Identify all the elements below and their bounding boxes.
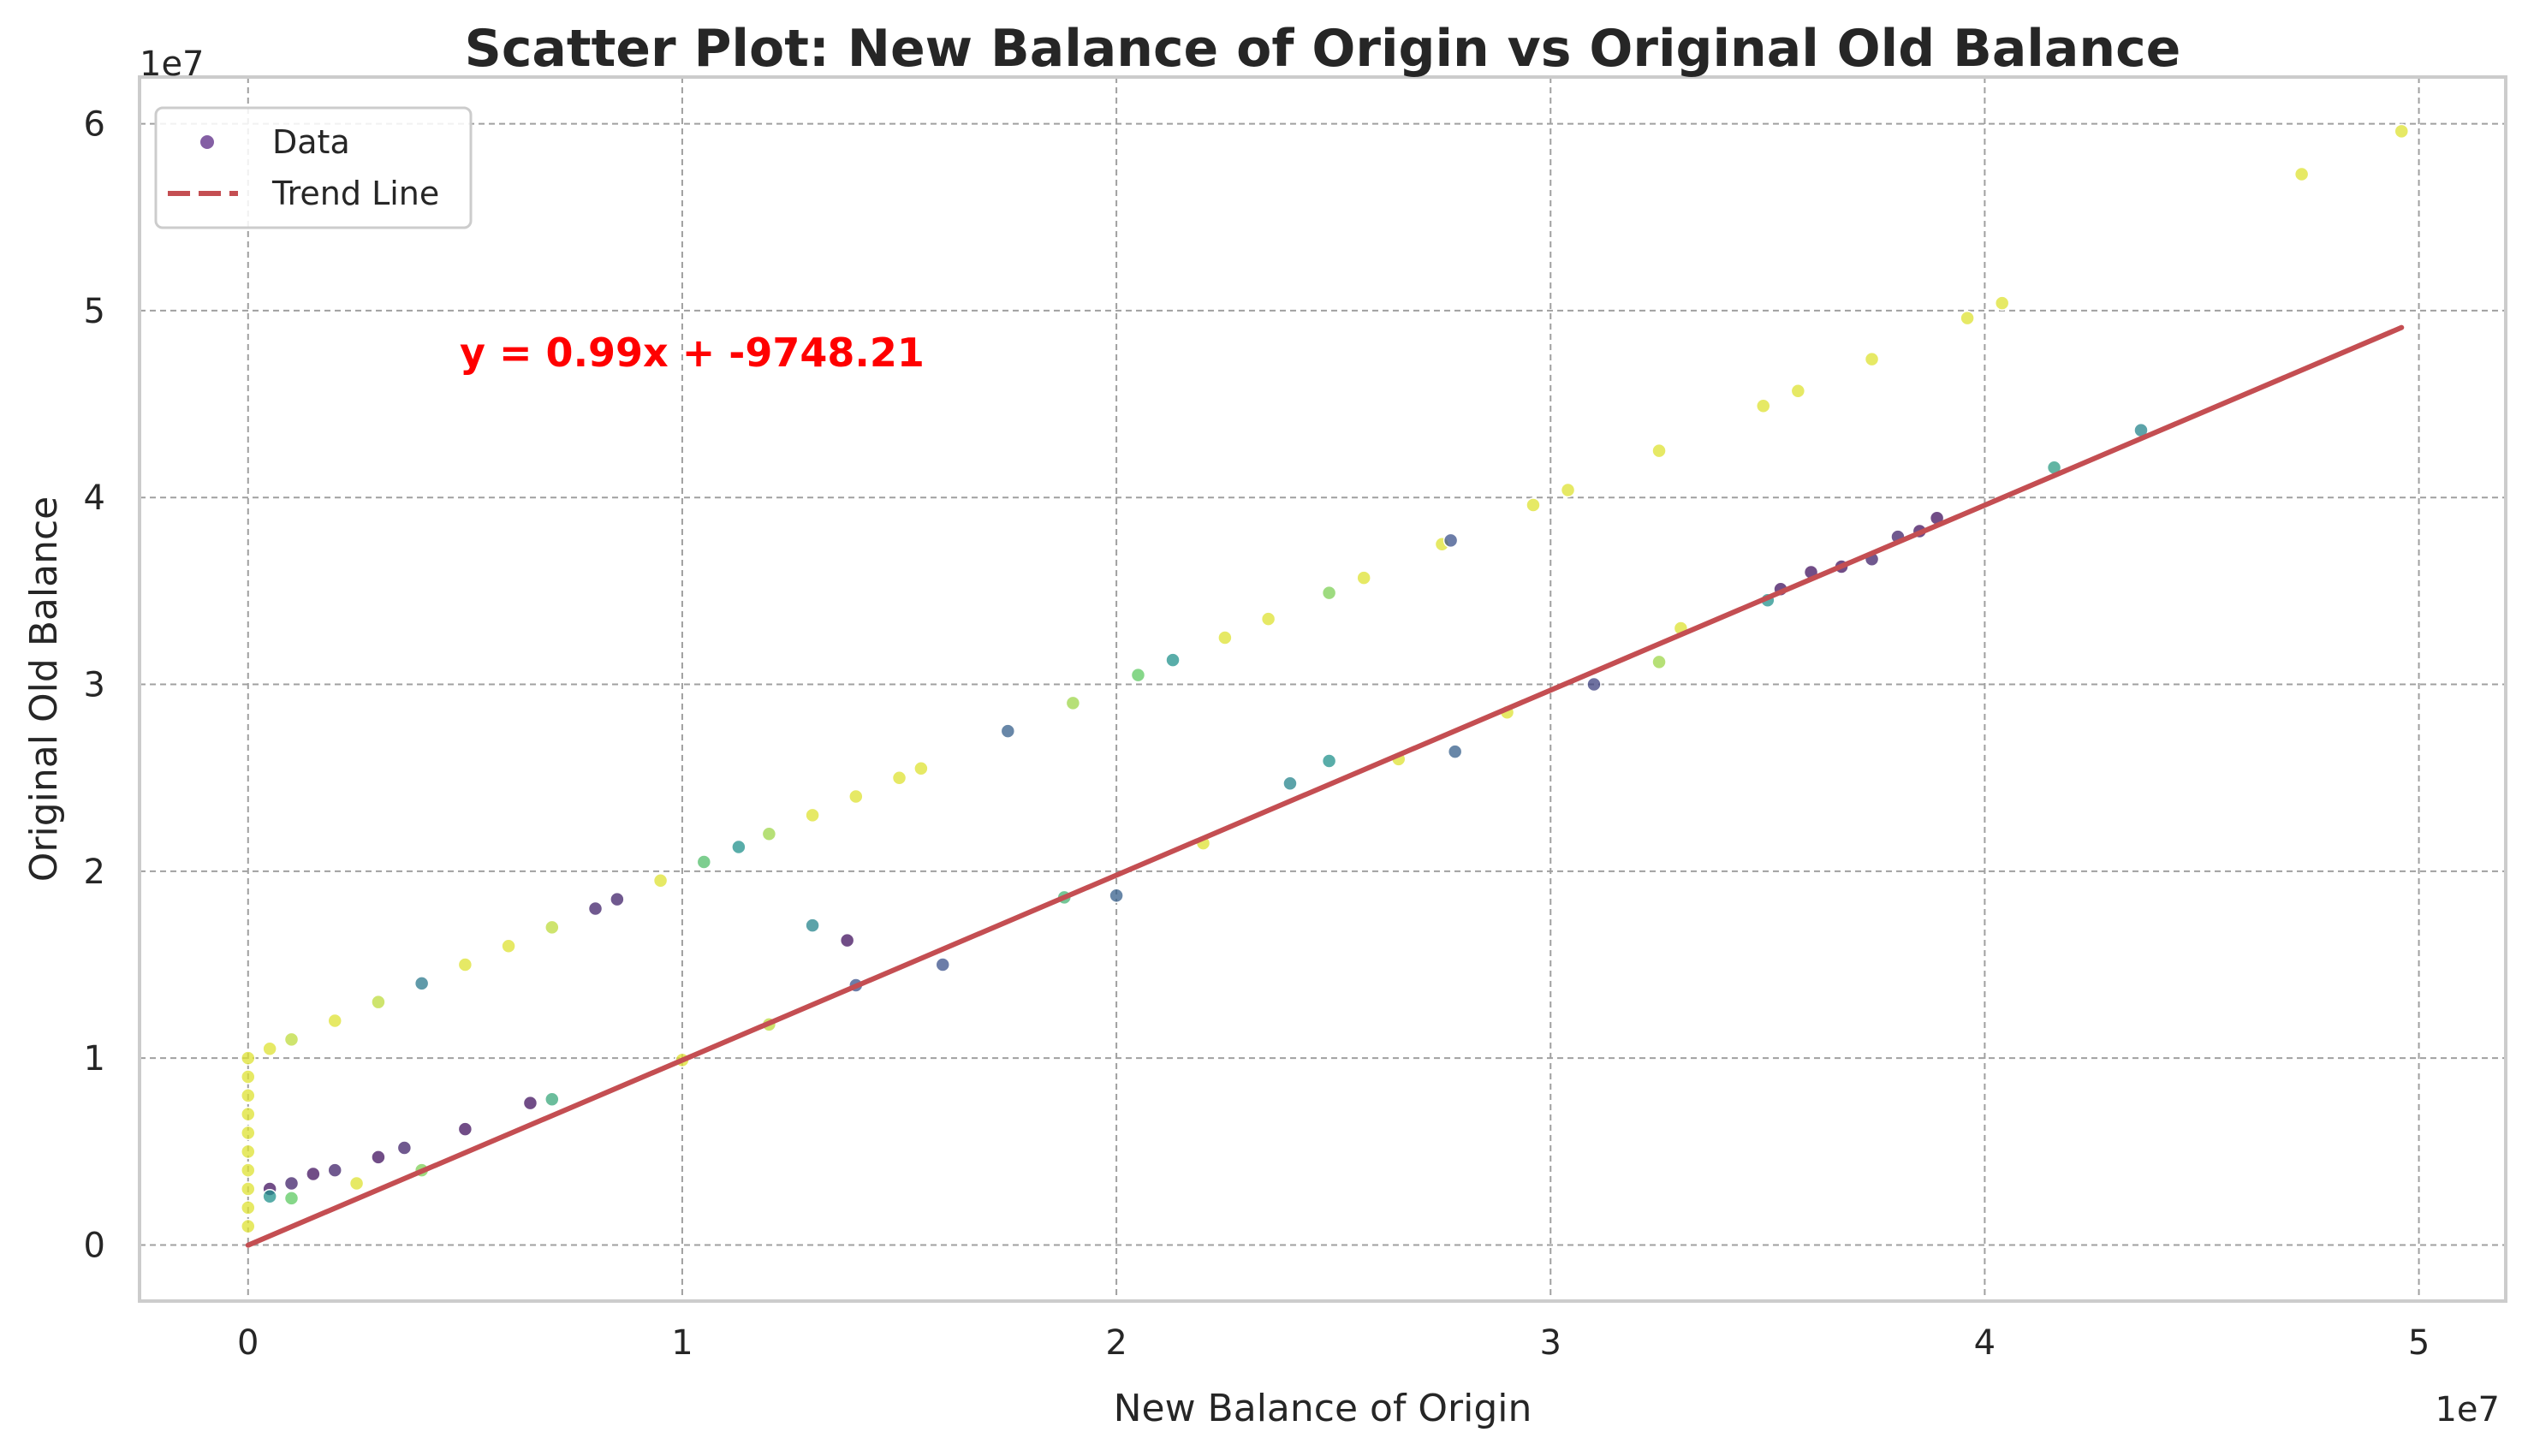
scatter-point [839, 932, 855, 948]
scatter-point [761, 826, 777, 841]
scatter-point [544, 919, 560, 936]
scatter-point [696, 854, 712, 870]
scatter-point [1994, 295, 2010, 311]
scatter-point [501, 938, 516, 954]
y-tick-label: 2 [84, 853, 105, 892]
scatter-point [1651, 654, 1667, 670]
scatter-point [731, 839, 746, 855]
scatter-point [348, 1175, 365, 1192]
scatter-point [241, 1181, 256, 1197]
scatter-point [1065, 695, 1081, 711]
scatter-point [262, 1188, 277, 1204]
scatter-point [1586, 676, 1602, 692]
x-axis-offset-label: 1e7 [2435, 1390, 2500, 1429]
scatter-point [805, 918, 820, 933]
scatter-point [1321, 585, 1337, 601]
scatter-point [1130, 667, 1146, 683]
scatter-point [241, 1106, 256, 1122]
scatter-point [1526, 497, 1541, 513]
y-tick-label: 4 [84, 478, 105, 518]
scatter-point [544, 1091, 560, 1107]
scatter-point [241, 1069, 256, 1085]
legend-data-label: Data [272, 123, 350, 161]
scatter-point [587, 900, 604, 917]
y-tick-label: 1 [84, 1039, 105, 1079]
scatter-point [241, 1088, 256, 1103]
legend: Data Trend Line [154, 106, 473, 229]
scatter-point [1282, 776, 1298, 792]
scatter-point [2394, 123, 2410, 140]
scatter-point [283, 1031, 300, 1048]
scatter-point [1960, 310, 1975, 326]
plot-frame [138, 75, 2507, 1303]
y-tick-label: 6 [84, 105, 105, 145]
scatter-point [1651, 443, 1667, 459]
scatter-point [1356, 570, 1371, 585]
scatter-point [241, 1125, 256, 1141]
scatter-point [2293, 166, 2310, 182]
scatter-point [241, 1144, 256, 1160]
legend-box [154, 106, 473, 229]
scatter-point [241, 1200, 256, 1215]
trend-line [245, 324, 2405, 1248]
scatter-point [327, 1162, 342, 1178]
scatter-point [935, 957, 950, 972]
scatter-point [1442, 532, 1459, 549]
x-tick-label: 5 [2408, 1323, 2430, 1363]
y-axis-label: Original Old Balance [22, 496, 66, 882]
x-tick-label: 0 [237, 1323, 259, 1363]
scatter-point [891, 770, 907, 786]
scatter-point [652, 873, 669, 888]
x-axis-label: New Balance of Origin [1114, 1387, 1532, 1430]
scatter-point [457, 957, 473, 972]
scatter-point [1790, 383, 1806, 399]
y-tick-label: 5 [84, 292, 105, 331]
scatter-point [371, 1150, 386, 1165]
scatter-point [327, 1013, 342, 1029]
scatter-point [610, 891, 625, 907]
trend-line-layer [245, 324, 2405, 1248]
scatter-point [1756, 398, 1771, 413]
y-tick-label: 3 [84, 666, 105, 705]
x-tick-label: 2 [1105, 1323, 1127, 1363]
scatter-point [396, 1140, 413, 1156]
scatter-point [522, 1095, 538, 1111]
scatter-point [1864, 351, 1880, 367]
y-tick-label: 0 [84, 1227, 105, 1266]
scatter-point [413, 976, 430, 991]
legend-data-marker [199, 134, 216, 151]
scatter-point [262, 1041, 277, 1057]
scatter-point [1217, 630, 1233, 645]
scatter-point [1560, 482, 1576, 498]
chart-title: Scatter Plot: New Balance of Origin vs O… [465, 19, 2181, 79]
scatter-point [241, 1162, 256, 1178]
trend-equation-annotation: y = 0.99x + -9748.21 [460, 330, 925, 376]
scatter-point [306, 1166, 321, 1182]
scatter-point [371, 994, 386, 1010]
scatter-point [1000, 723, 1016, 739]
x-tick-label: 4 [1974, 1323, 1996, 1363]
scatter-point [1447, 744, 1463, 759]
scatter-point [805, 807, 820, 823]
scatter-point [283, 1191, 300, 1206]
x-tick-label: 1 [671, 1323, 693, 1363]
scatter-point [1109, 888, 1124, 903]
scatter-point [1260, 611, 1276, 627]
scatter-point [1165, 652, 1181, 668]
y-axis-offset-label: 1e7 [140, 45, 205, 84]
scatter-point [241, 1050, 256, 1066]
scatter-point [913, 761, 929, 776]
scatter-point [241, 1218, 256, 1234]
scatter-point [283, 1175, 300, 1192]
scatter-point [457, 1121, 473, 1137]
scatter-point [848, 788, 864, 805]
scatter-point [1321, 753, 1337, 769]
x-tick-label: 3 [1540, 1323, 1561, 1363]
tick-labels: 0 1 2 3 4 5 0 1 2 3 4 5 6 [84, 105, 2430, 1363]
legend-trend-label: Trend Line [271, 175, 439, 212]
